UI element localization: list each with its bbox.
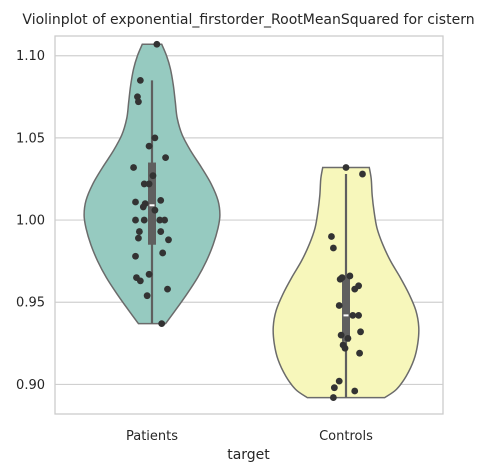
data-point: [346, 272, 354, 280]
x-tick-label: Patients: [126, 429, 178, 444]
data-point: [132, 198, 139, 206]
data-point: [132, 216, 139, 224]
data-point: [335, 302, 343, 309]
data-point: [330, 384, 338, 392]
x-axis-label: target: [227, 447, 270, 463]
box-iqr: [342, 275, 350, 342]
box-plots: [148, 80, 350, 398]
y-tick-label: 1.10: [16, 49, 45, 64]
x-tick-label: Controls: [319, 429, 373, 444]
data-point: [355, 311, 363, 319]
data-point: [329, 244, 337, 252]
data-point: [157, 196, 165, 204]
box-iqr: [148, 162, 156, 245]
data-point: [156, 216, 164, 224]
data-point: [341, 344, 349, 352]
data-point: [342, 164, 350, 171]
data-point: [135, 98, 142, 106]
data-point: [356, 349, 363, 357]
data-point: [145, 142, 153, 150]
data-point: [149, 172, 157, 180]
data-point: [351, 387, 359, 395]
box-median: [149, 204, 155, 207]
data-point: [337, 331, 345, 339]
data-point: [140, 180, 148, 188]
data-point: [357, 328, 364, 336]
data-point: [328, 233, 335, 240]
data-point: [143, 292, 151, 300]
data-point: [344, 335, 352, 342]
box-median: [343, 314, 349, 317]
y-axis-ticks: 0.90 0.95 1.00 1.05 1.10: [16, 49, 45, 393]
data-point: [136, 76, 144, 84]
data-point: [349, 311, 357, 319]
y-tick-label: 1.05: [16, 131, 45, 146]
plot-frame: [54, 35, 444, 415]
chart-title: Violinplot of exponential_firstorder_Roo…: [22, 12, 474, 28]
data-point: [151, 206, 159, 214]
data-point: [158, 320, 166, 328]
data-point: [157, 228, 165, 235]
data-point: [159, 249, 167, 257]
data-point: [329, 394, 337, 401]
data-point: [132, 252, 139, 260]
data-point: [145, 270, 153, 278]
data-point: [153, 40, 161, 48]
data-point: [336, 275, 344, 283]
data-point: [164, 285, 171, 293]
x-axis-ticks: Patients Controls: [126, 429, 373, 444]
y-tick-label: 0.95: [16, 296, 45, 311]
data-point: [151, 134, 159, 142]
data-point: [162, 154, 169, 162]
data-point: [130, 164, 137, 171]
data-point: [135, 228, 143, 235]
data-point: [139, 203, 147, 211]
data-point: [165, 236, 172, 244]
data-points: [130, 40, 366, 401]
data-point: [145, 180, 153, 188]
y-tick-label: 0.90: [16, 378, 45, 393]
data-point: [335, 377, 343, 385]
data-point: [136, 277, 144, 285]
data-point: [351, 285, 359, 293]
data-point: [135, 234, 142, 242]
data-point: [140, 216, 148, 224]
data-point: [359, 170, 366, 178]
y-tick-label: 1.00: [16, 214, 45, 229]
data-point: [161, 216, 169, 224]
